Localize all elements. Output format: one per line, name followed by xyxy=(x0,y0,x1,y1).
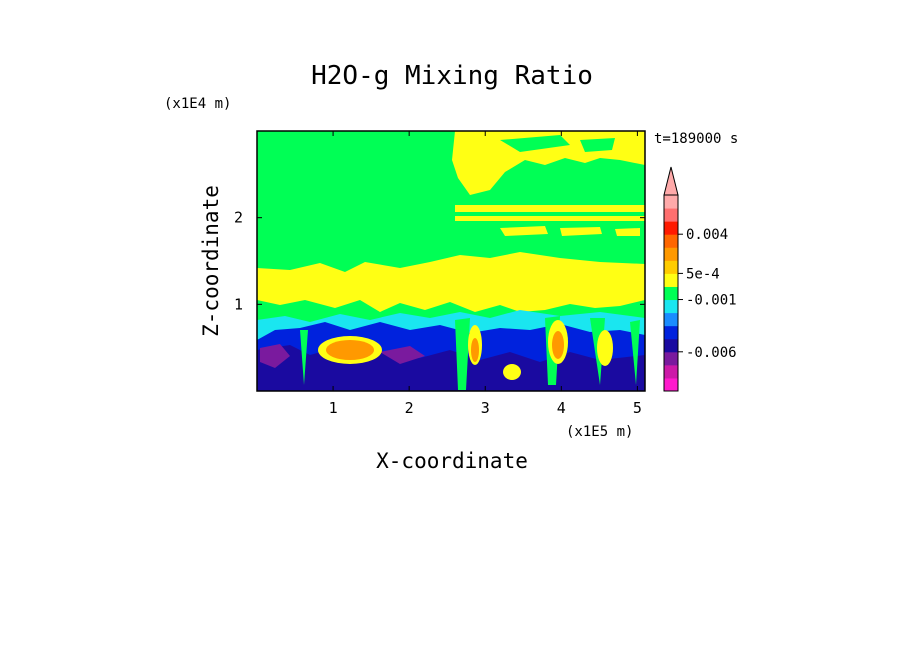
y-tick-label: 1 xyxy=(234,295,243,313)
plot-frame xyxy=(256,130,646,392)
colorbar-extension xyxy=(663,166,679,196)
x-unit-label: (x1E5 m) xyxy=(566,424,633,440)
colorbar-swatch xyxy=(664,273,678,287)
orange-cell-2-core xyxy=(471,338,479,362)
colorbar-swatch xyxy=(664,195,678,209)
x-tick-label: 2 xyxy=(405,399,414,417)
orange-cell-4 xyxy=(597,330,613,366)
colorbar-swatch xyxy=(664,234,678,248)
colorbar: 0.004 5e-4 -0.001 -0.006 xyxy=(663,166,737,392)
chart-title: H2O-g Mixing Ratio xyxy=(311,61,593,91)
colorbar-swatch xyxy=(664,364,678,379)
colorbar-swatch xyxy=(664,299,678,314)
x-axis-ticks: 1 2 3 4 5 xyxy=(329,131,642,417)
x-tick-label: 5 xyxy=(633,399,642,417)
upper-green-streak-2 xyxy=(580,138,615,152)
time-label: t=189000 s xyxy=(654,131,738,147)
y-axis-ticks: 12 xyxy=(234,209,645,313)
contour-field xyxy=(257,131,645,391)
colorbar-label: 5e-4 xyxy=(686,266,720,282)
colorbar-swatch xyxy=(664,325,678,340)
colorbar-label: 0.004 xyxy=(686,227,728,243)
colorbar-swatch xyxy=(664,338,678,353)
x-axis-title: X-coordinate xyxy=(376,449,528,473)
mid-yellow-patches xyxy=(500,226,640,236)
orange-cell-3-core xyxy=(552,331,564,359)
mid-yellow-band-1 xyxy=(455,205,645,212)
colorbar-swatch xyxy=(664,312,678,327)
upper-green-streak-1 xyxy=(500,135,570,152)
orange-cell-1-core xyxy=(326,340,374,360)
colorbar-swatch xyxy=(664,351,678,366)
mid-yellow-layer xyxy=(257,252,645,312)
y-axis-title: Z-coordinate xyxy=(199,185,223,337)
x-tick-label: 4 xyxy=(557,399,566,417)
x-tick-label: 1 xyxy=(329,399,338,417)
colorbar-swatch xyxy=(664,221,678,235)
colorbar-frame xyxy=(663,194,679,392)
orange-cell-5 xyxy=(503,364,521,380)
purple-patch-left xyxy=(260,344,290,368)
y-tick-label: 2 xyxy=(234,209,243,227)
colorbar-label: -0.006 xyxy=(686,345,737,361)
colorbar-swatch xyxy=(664,260,678,274)
colorbar-swatch xyxy=(664,247,678,261)
mid-yellow-band-2 xyxy=(455,216,645,221)
x-tick-label: 3 xyxy=(481,399,490,417)
colorbar-swatch xyxy=(664,208,678,222)
colorbar-label: -0.001 xyxy=(686,293,737,309)
colorbar-swatch xyxy=(664,286,678,301)
purple-patch-mid xyxy=(380,346,425,364)
y-unit-label: (x1E4 m) xyxy=(164,96,231,112)
colorbar-swatch xyxy=(664,377,678,392)
